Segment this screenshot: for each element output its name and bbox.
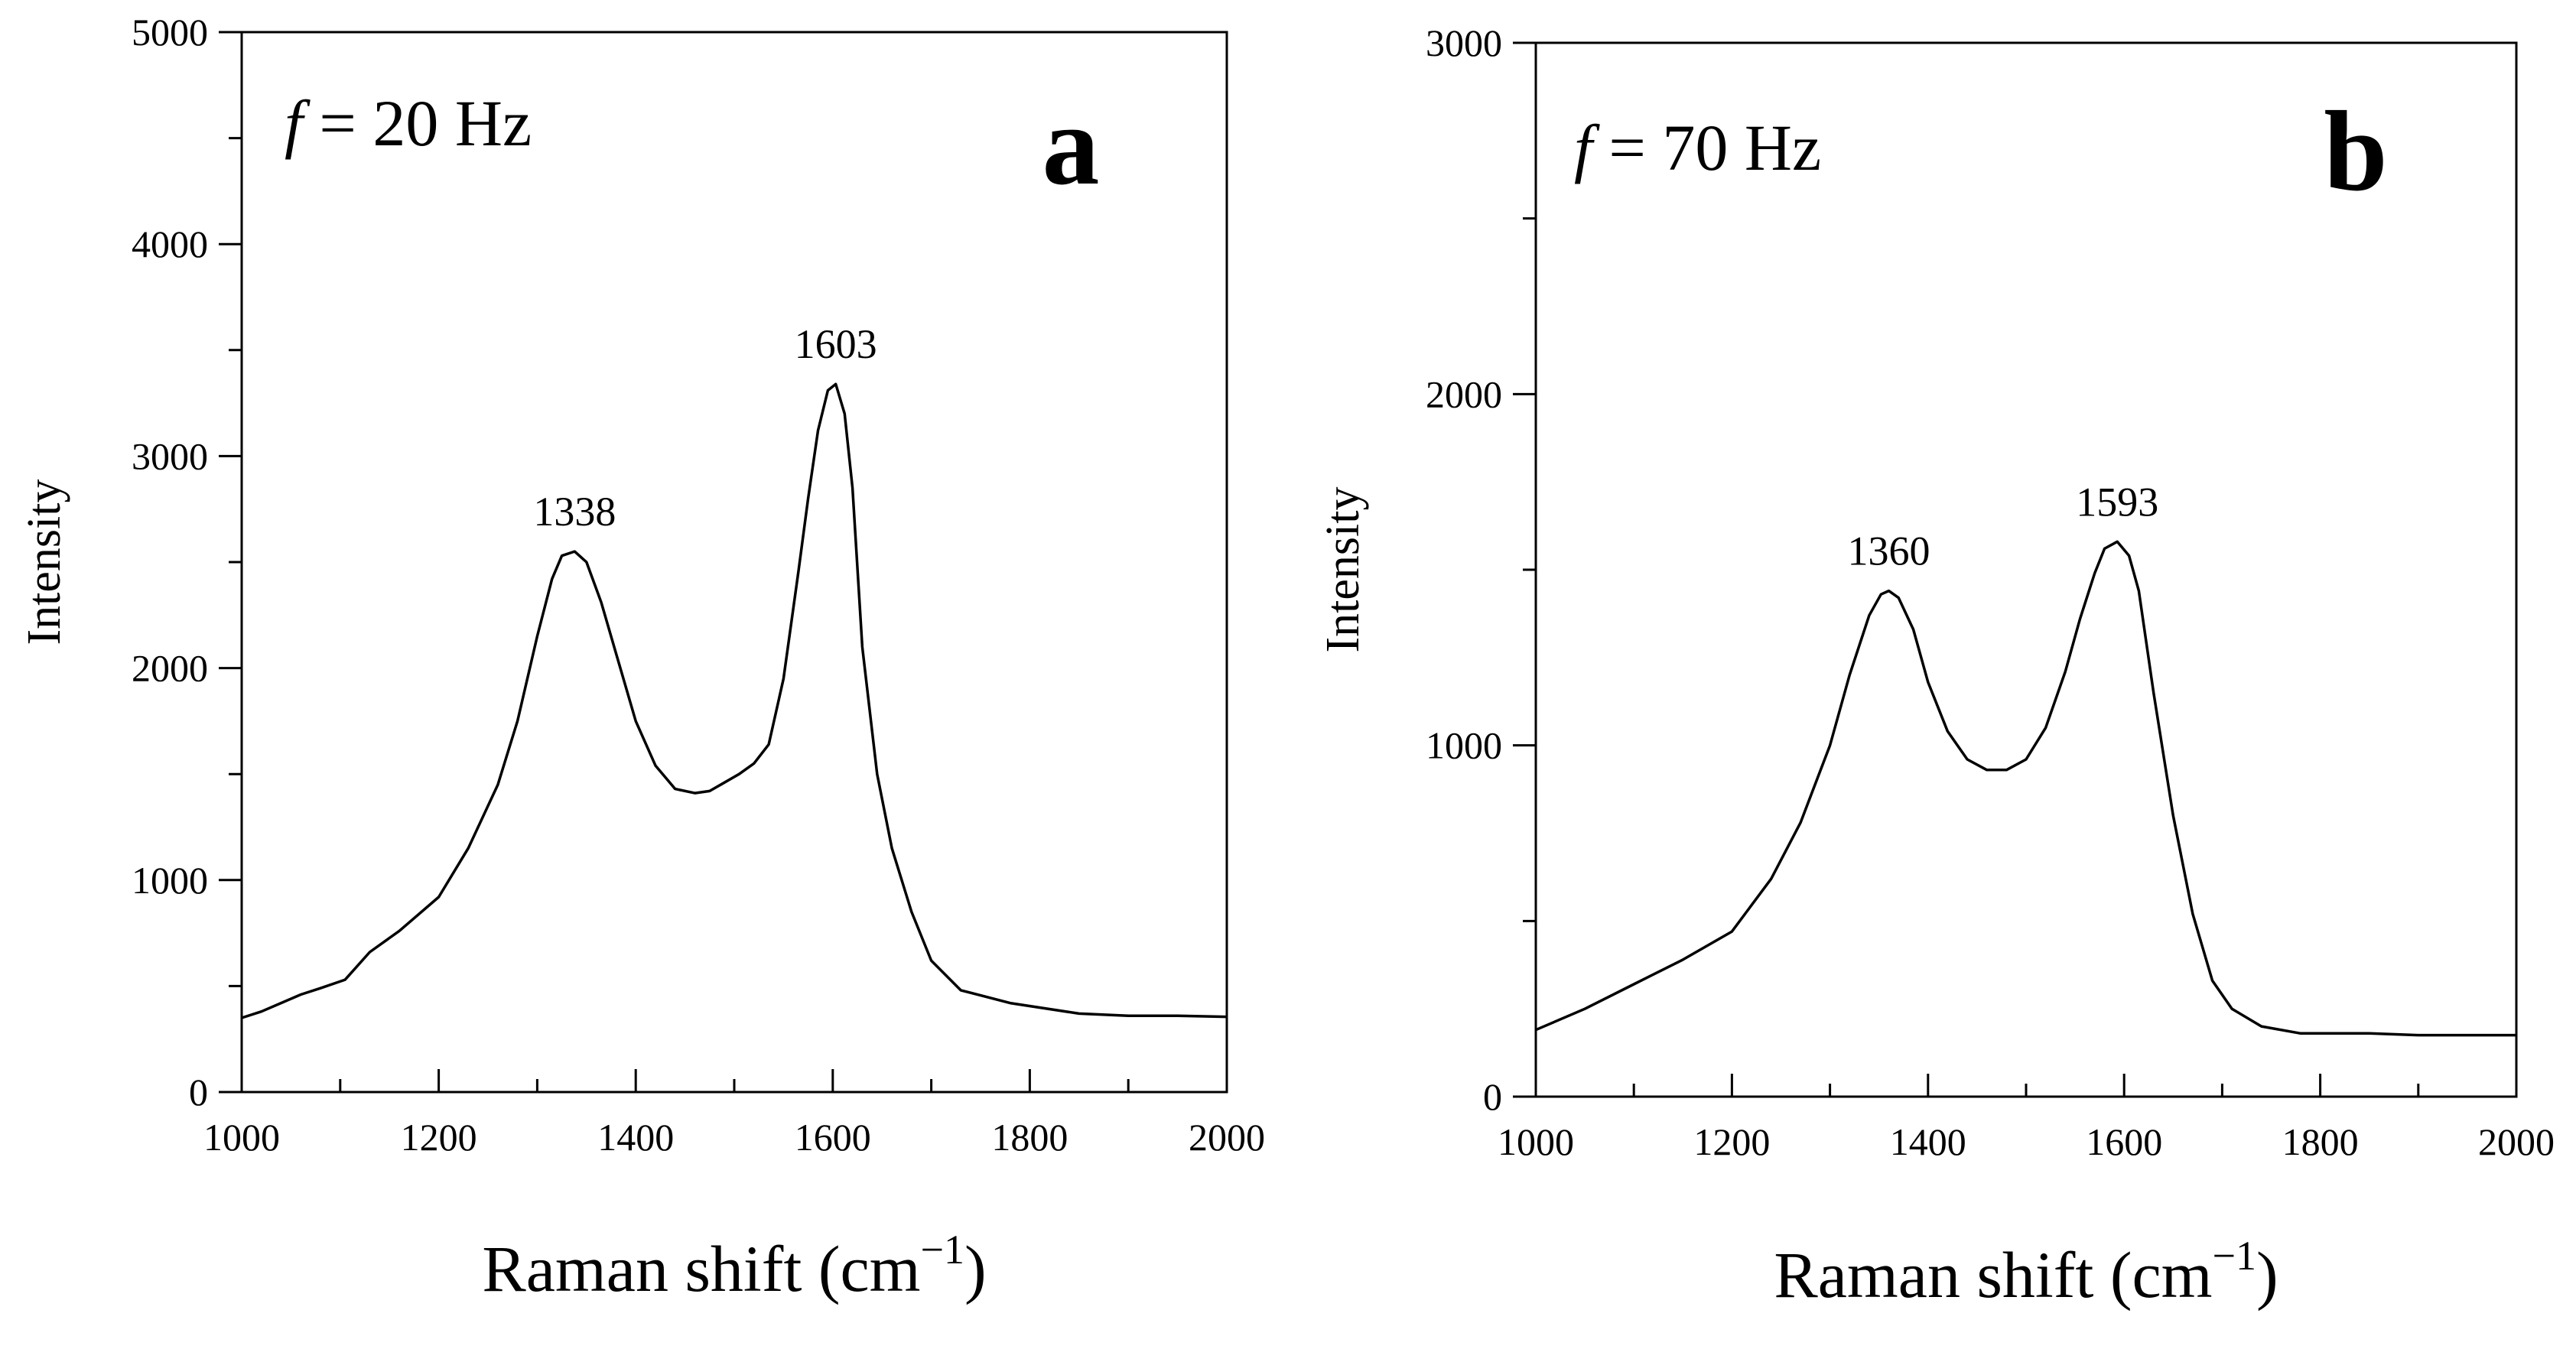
x-tick-label: 1600 bbox=[795, 1116, 871, 1159]
panel-letter: a bbox=[1042, 82, 1100, 209]
y-tick-label: 3000 bbox=[1426, 21, 1502, 64]
x-tick-label: 1200 bbox=[401, 1116, 477, 1159]
x-tick-label: 1400 bbox=[597, 1116, 674, 1159]
x-tick-label: 1200 bbox=[1693, 1120, 1770, 1163]
y-tick-label: 0 bbox=[1483, 1075, 1502, 1118]
x-tick-label: 1800 bbox=[991, 1116, 1068, 1159]
panel-b-chart: 1000 1200 1400 1600 1800 20000100020003000Int… bbox=[1317, 21, 2555, 1312]
x-tick-label: 2000 bbox=[1189, 1116, 1265, 1159]
panel-a-chart: 1000 1200 1400 1600 1800 20000100020003000400… bbox=[18, 11, 1265, 1305]
y-axis-title: Intensity bbox=[18, 479, 70, 645]
peak-label: 1603 bbox=[795, 321, 877, 367]
x-tick-label: 1000 bbox=[1498, 1120, 1574, 1163]
spectrum-line bbox=[1535, 540, 2516, 1037]
peak-label: 1360 bbox=[1848, 528, 1930, 574]
x-axis-title: Raman shift (cm−1) bbox=[1774, 1233, 2278, 1312]
x-tick-label: 1600 bbox=[2086, 1120, 2162, 1163]
y-tick-label: 1000 bbox=[1426, 724, 1502, 767]
frequency-annotation: f = 70 Hz bbox=[1574, 111, 1821, 184]
peak-label: 1338 bbox=[533, 489, 616, 535]
x-tick-label: 2000 bbox=[2478, 1120, 2555, 1163]
x-tick-label: 1400 bbox=[1890, 1120, 1966, 1163]
panel-letter: b bbox=[2324, 88, 2387, 215]
y-tick-label: 1000 bbox=[132, 859, 208, 902]
y-tick-label: 2000 bbox=[1426, 372, 1502, 415]
y-tick-label: 3000 bbox=[132, 434, 208, 477]
y-tick-label: 2000 bbox=[132, 647, 208, 690]
x-tick-label: 1000 bbox=[203, 1116, 280, 1159]
x-tick-label: 1800 bbox=[2282, 1120, 2359, 1163]
y-tick-label: 4000 bbox=[132, 223, 208, 265]
y-axis-title: Intensity bbox=[1317, 487, 1369, 653]
y-tick-label: 0 bbox=[189, 1071, 208, 1113]
frequency-annotation: f = 20 Hz bbox=[285, 86, 532, 160]
y-tick-label: 5000 bbox=[132, 11, 208, 54]
x-axis-title: Raman shift (cm−1) bbox=[482, 1227, 986, 1305]
spectrum-line bbox=[241, 382, 1228, 1019]
peak-label: 1593 bbox=[2076, 479, 2158, 525]
